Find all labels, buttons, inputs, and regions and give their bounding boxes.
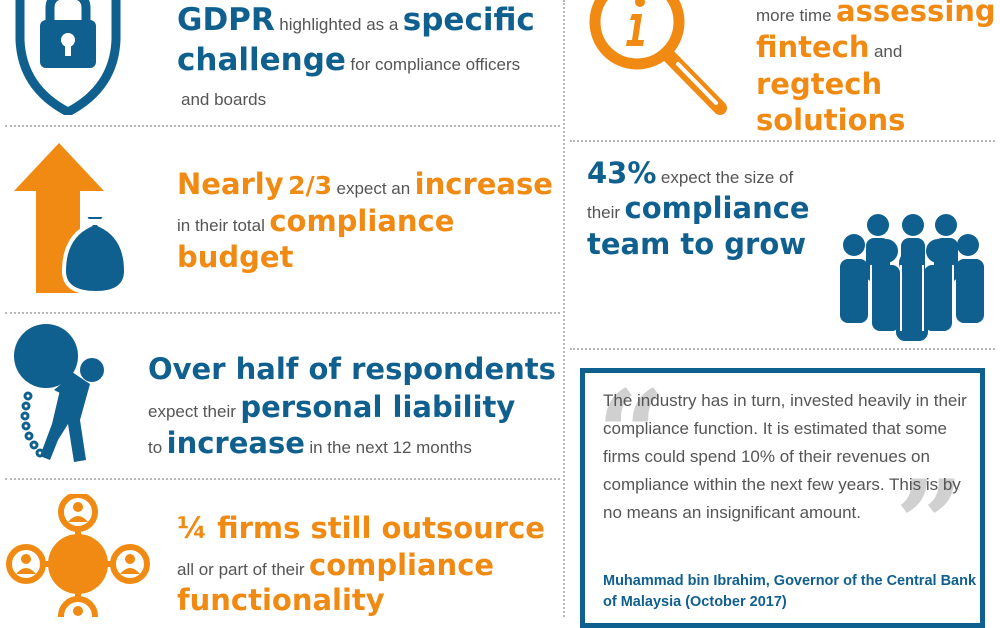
liability-increase: increase bbox=[166, 426, 305, 460]
fintech-text: more time bbox=[756, 6, 832, 25]
divider-left-3 bbox=[5, 478, 560, 480]
budget-expect: expect an bbox=[336, 179, 411, 198]
fintech-term: fintech bbox=[756, 30, 870, 64]
lock-shield-icon bbox=[15, 0, 121, 115]
budget-increase: increase bbox=[414, 167, 553, 201]
quote-text: The industry has in turn, invested heavi… bbox=[603, 391, 967, 522]
gdpr-challenge: challenge bbox=[177, 42, 346, 78]
gdpr-text-3: and boards bbox=[181, 90, 267, 109]
fintech-solutions: solutions bbox=[756, 103, 906, 137]
budget-budget: budget bbox=[177, 240, 294, 274]
divider-left-2 bbox=[5, 312, 560, 314]
fintech-line-1: more time assessing bbox=[756, 0, 996, 28]
team-grow: team to grow bbox=[587, 227, 807, 261]
quote-box: “ ” The industry has in turn, invested h… bbox=[580, 368, 985, 628]
team-line-1: 43% expect the size of bbox=[587, 156, 793, 190]
liability-line-2: expect their personal liability bbox=[148, 390, 515, 424]
gdpr-line-1: GDPR highlighted as a specific bbox=[177, 2, 535, 38]
divider-right-1 bbox=[570, 140, 995, 142]
magnifier-info-icon bbox=[589, 0, 727, 115]
liability-line-3: to increase in the next 12 months bbox=[148, 426, 472, 460]
liability-headline: Over half of respondents bbox=[148, 352, 556, 386]
budget-total: in their total bbox=[177, 216, 265, 235]
fintech-regtech: regtech bbox=[756, 67, 883, 101]
outsource-compliance: compliance bbox=[309, 548, 495, 582]
liability-months: in the next 12 months bbox=[309, 438, 472, 457]
budget-fraction: 2/3 bbox=[288, 171, 333, 200]
outsource-text: all or part of their bbox=[177, 560, 305, 579]
gdpr-line-3: and boards bbox=[181, 90, 266, 110]
fintech-assessing: assessing bbox=[836, 0, 996, 28]
gdpr-line-2: challenge for compliance officers bbox=[177, 42, 520, 78]
fintech-and: and bbox=[873, 42, 903, 61]
liability-to: to bbox=[148, 438, 163, 457]
team-their: their bbox=[587, 203, 621, 222]
liability-personal: personal liability bbox=[240, 390, 516, 424]
gdpr-text: highlighted as a bbox=[279, 15, 399, 34]
close-quote-icon: ” bbox=[895, 454, 965, 595]
budget-line-2: in their total compliance bbox=[177, 204, 454, 238]
people-group-icon bbox=[840, 214, 984, 341]
outsource-headline: ¼ firms still outsource bbox=[177, 511, 545, 545]
gdpr-text-2: for compliance officers bbox=[350, 55, 521, 74]
team-percent: 43% bbox=[587, 156, 657, 190]
divider-vertical bbox=[563, 0, 565, 617]
person-ball-chain-icon bbox=[14, 324, 104, 462]
divider-right-2 bbox=[570, 348, 995, 350]
fintech-line-2: fintech and bbox=[756, 30, 902, 64]
divider-left-1 bbox=[5, 125, 560, 127]
gdpr-specific: specific bbox=[402, 2, 535, 38]
outsource-functionality: functionality bbox=[177, 583, 385, 617]
quote-attribution: Muhammad bin Ibrahim, Governor of the Ce… bbox=[603, 573, 977, 610]
budget-compliance: compliance bbox=[269, 204, 455, 238]
budget-nearly: Nearly bbox=[177, 167, 284, 201]
outsource-line-2: all or part of their compliance bbox=[177, 548, 494, 582]
team-line-2: their compliance bbox=[587, 191, 810, 225]
team-text: expect the size of bbox=[660, 168, 794, 187]
budget-line-1: Nearly 2/3 expect an increase bbox=[177, 167, 553, 201]
network-people-icon bbox=[6, 494, 150, 617]
open-quote-icon: “ bbox=[597, 364, 667, 505]
liability-expect: expect their bbox=[148, 402, 236, 421]
arrow-moneybag-icon bbox=[14, 143, 129, 296]
team-compliance: compliance bbox=[624, 191, 810, 225]
gdpr-term: GDPR bbox=[177, 2, 275, 38]
